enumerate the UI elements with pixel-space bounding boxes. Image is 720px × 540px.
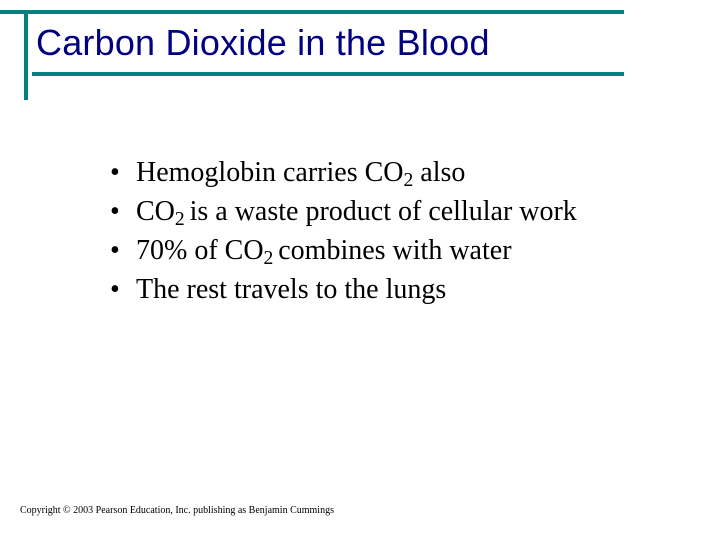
bullet-text: The rest travels to the lungs xyxy=(136,272,670,309)
bullet-text: CO2 is a waste product of cellular work xyxy=(136,194,670,231)
top-horizontal-rule xyxy=(0,10,624,14)
bullet-marker: • xyxy=(110,272,136,309)
copyright-text: Copyright © 2003 Pearson Education, Inc.… xyxy=(20,505,334,516)
bullet-item: •70% of CO2 combines with water xyxy=(110,233,670,270)
page-title: Carbon Dioxide in the Blood xyxy=(36,22,490,64)
bullet-text: 70% of CO2 combines with water xyxy=(136,233,670,270)
bullet-item: •The rest travels to the lungs xyxy=(110,272,670,309)
title-underline xyxy=(32,72,624,76)
bullet-marker: • xyxy=(110,155,136,192)
bullet-text: Hemoglobin carries CO2 also xyxy=(136,155,670,192)
left-vertical-rule xyxy=(24,10,28,100)
bullet-marker: • xyxy=(110,233,136,270)
bullet-item: •CO2 is a waste product of cellular work xyxy=(110,194,670,231)
bullet-marker: • xyxy=(110,194,136,231)
bullet-item: •Hemoglobin carries CO2 also xyxy=(110,155,670,192)
bullet-list: •Hemoglobin carries CO2 also•CO2 is a wa… xyxy=(110,155,670,311)
